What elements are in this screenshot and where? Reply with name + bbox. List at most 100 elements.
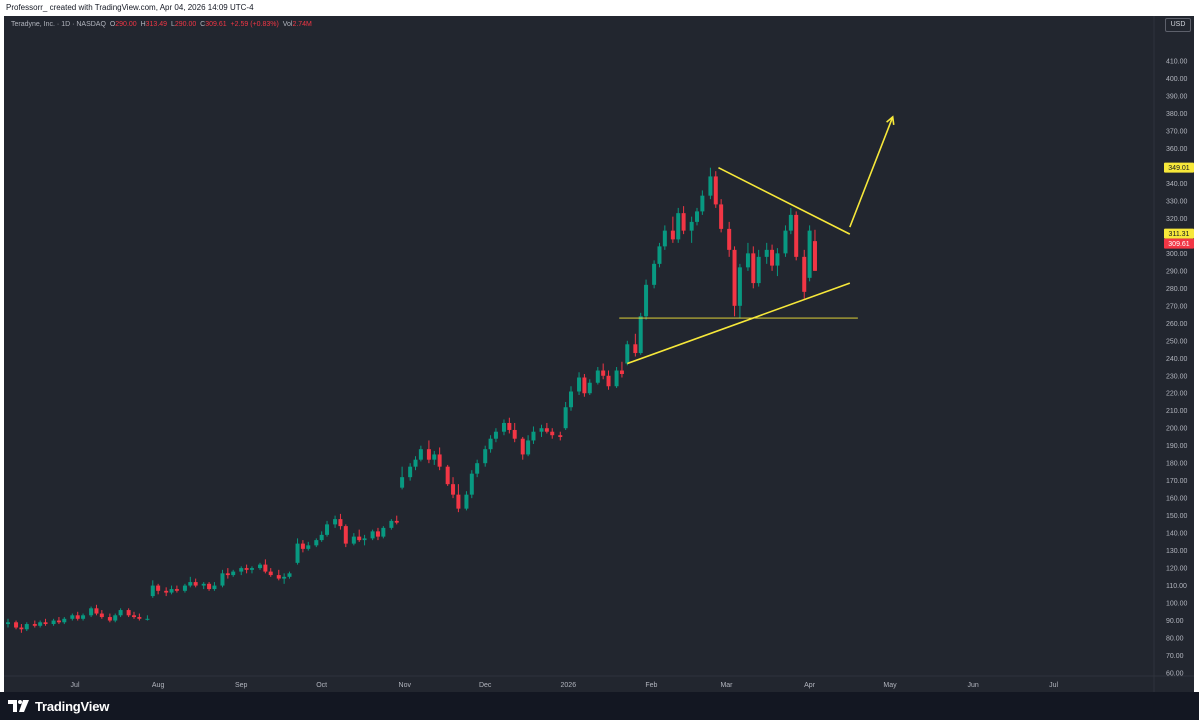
- price-badge: [1164, 162, 1194, 173]
- candle-down: [520, 438, 525, 455]
- candle-up: [563, 407, 568, 429]
- price-tick-label: 280.00: [1166, 286, 1188, 293]
- candle-up: [89, 608, 94, 616]
- price-badge-label: 309.61: [1168, 241, 1190, 248]
- candle-down: [19, 627, 24, 630]
- legend-symbol: Teradyne, Inc. · 1D · NASDAQ: [11, 21, 106, 28]
- price-tick-label: 300.00: [1166, 251, 1188, 258]
- candle-down: [132, 615, 137, 618]
- price-tick-label: 180.00: [1166, 461, 1188, 468]
- candle-up: [113, 615, 118, 621]
- price-tick-label: 380.00: [1166, 111, 1188, 118]
- candle-down: [606, 375, 611, 387]
- trendline[interactable]: [627, 282, 851, 365]
- candle-down: [94, 608, 99, 614]
- candle-up: [24, 624, 29, 630]
- price-tick-label: 60.00: [1166, 671, 1184, 678]
- time-axis-label: Feb: [645, 682, 657, 689]
- candle-down: [812, 241, 817, 271]
- candle-up: [788, 214, 793, 231]
- candle-down: [14, 622, 19, 628]
- candle-up: [764, 249, 769, 257]
- candle-up: [295, 543, 300, 563]
- price-tick-label: 360.00: [1166, 146, 1188, 153]
- candle-up: [526, 440, 531, 455]
- price-axis-bg[interactable]: [1154, 16, 1194, 692]
- branding-footer: TradingView: [0, 692, 1199, 720]
- time-axis-label: Mar: [720, 682, 733, 689]
- price-tick-label: 370.00: [1166, 128, 1188, 135]
- price-tick-label: 80.00: [1166, 636, 1184, 643]
- price-tick-label: 260.00: [1166, 321, 1188, 328]
- candle-up: [464, 494, 469, 509]
- candle-up: [362, 538, 367, 541]
- candle-up: [657, 246, 662, 264]
- candle-down: [512, 429, 517, 439]
- legend-change: +2.59 (+0.83%): [230, 21, 279, 28]
- candle-down: [550, 431, 555, 436]
- candle-up: [625, 344, 630, 364]
- candle-up: [662, 230, 667, 247]
- candle-up: [400, 477, 405, 488]
- chart-pane[interactable]: 410.00400.00390.00380.00370.00360.00350.…: [4, 16, 1194, 692]
- candle-down: [164, 590, 169, 593]
- price-chart[interactable]: 410.00400.00390.00380.00370.00360.00350.…: [4, 16, 1194, 692]
- candle-down: [107, 617, 112, 621]
- legend-vol: 2.74M: [292, 21, 312, 28]
- price-tick-label: 270.00: [1166, 303, 1188, 310]
- price-tick-label: 390.00: [1166, 93, 1188, 100]
- candle-down: [263, 564, 268, 572]
- time-axis-label: Nov: [399, 682, 412, 689]
- candle-up: [695, 211, 700, 222]
- candle-up: [569, 391, 573, 408]
- candle-down: [794, 214, 799, 257]
- time-axis-label: Jun: [967, 682, 978, 689]
- candle-up: [282, 576, 287, 579]
- candle-down: [225, 573, 230, 576]
- candle-up: [745, 253, 750, 268]
- time-axis-label: May: [883, 682, 897, 689]
- candle-up: [389, 520, 394, 528]
- candle-down: [56, 620, 61, 623]
- candle-up: [314, 540, 319, 546]
- breakout-arrow[interactable]: [849, 116, 894, 228]
- price-tick-label: 70.00: [1166, 653, 1184, 660]
- candle-up: [212, 585, 217, 590]
- candle-up: [220, 573, 225, 586]
- candle-down: [451, 484, 456, 495]
- candle-up: [333, 519, 338, 525]
- candle-down: [633, 344, 638, 354]
- candle-up: [493, 431, 498, 439]
- price-tick-label: 340.00: [1166, 181, 1188, 188]
- candle-down: [193, 582, 198, 586]
- price-tick-label: 210.00: [1166, 408, 1188, 415]
- candle-up: [700, 195, 705, 212]
- candle-up: [432, 454, 437, 460]
- candle-down: [207, 583, 212, 590]
- trendline[interactable]: [718, 166, 851, 235]
- export-header: Professorr_ created with TradingView.com…: [0, 0, 1199, 16]
- price-badge: [1164, 228, 1194, 239]
- price-tick-label: 330.00: [1166, 198, 1188, 205]
- legend-low-label: L: [170, 21, 175, 28]
- candle-up: [38, 622, 43, 626]
- candle-up: [418, 449, 423, 460]
- candle-up: [325, 524, 330, 535]
- candle-up: [408, 466, 413, 478]
- candle-down: [437, 454, 442, 467]
- price-tick-label: 190.00: [1166, 443, 1188, 450]
- candle-down: [751, 253, 756, 284]
- candle-up: [239, 568, 244, 572]
- candle-down: [338, 519, 343, 527]
- candle-down: [727, 228, 732, 250]
- candle-down: [343, 526, 348, 544]
- legend-open: 290.00: [115, 21, 137, 28]
- candle-up: [351, 536, 356, 544]
- legend-low: 290.00: [174, 21, 197, 28]
- candle-up: [169, 589, 174, 593]
- candle-down: [456, 494, 461, 509]
- candle-down: [544, 428, 549, 432]
- time-axis-label: Aug: [152, 682, 165, 689]
- currency-button[interactable]: USD: [1165, 18, 1191, 32]
- candle-down: [126, 610, 131, 616]
